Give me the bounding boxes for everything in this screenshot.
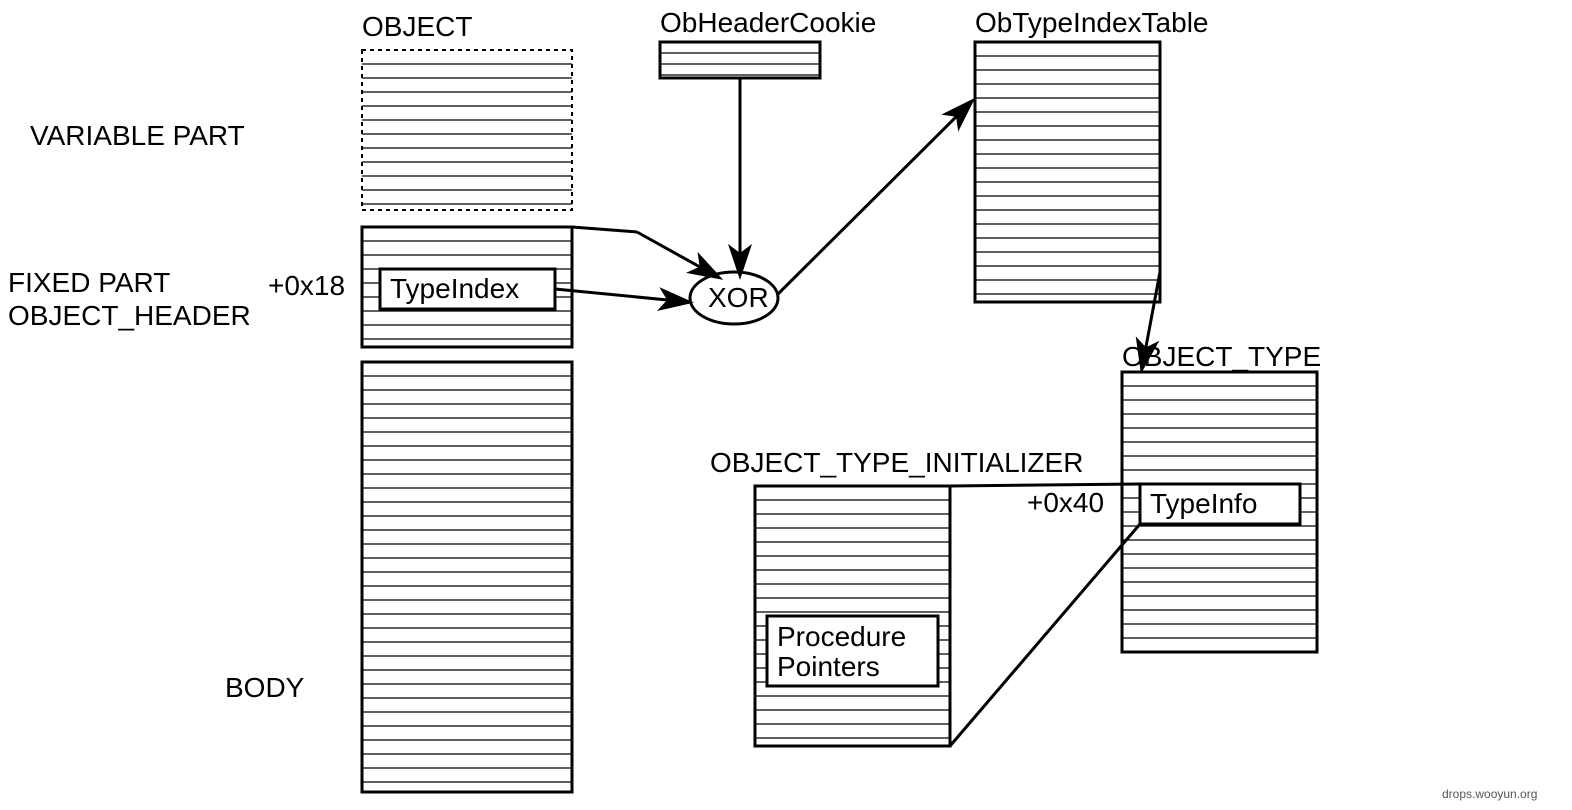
typeindex-to-xor-arrow xyxy=(555,289,688,302)
object-label: OBJECT xyxy=(362,11,472,42)
typeinfo-to-init-top xyxy=(950,484,1140,486)
obtypeindextable-box xyxy=(975,42,1160,302)
fixed-part-label: FIXED PART xyxy=(8,267,170,298)
variable-part-box xyxy=(362,50,572,210)
obheadercookie-box xyxy=(660,42,820,78)
typeindex-field-label: TypeIndex xyxy=(390,273,519,304)
obtypeindextable-label: ObTypeIndexTable xyxy=(975,7,1209,38)
procedure-pointers-label-l1: Procedure xyxy=(777,621,906,652)
body-box xyxy=(362,362,572,792)
object-type-label: OBJECT_TYPE xyxy=(1122,341,1321,372)
offset-typeindex-label: +0x18 xyxy=(268,270,345,301)
typeinfo-to-init-bottom xyxy=(950,524,1140,746)
xor-label: XOR xyxy=(708,282,769,313)
xor-to-table-arrow xyxy=(778,102,971,294)
typeinfo-field-label: TypeInfo xyxy=(1150,488,1257,519)
addr-to-xor-arrow xyxy=(637,232,718,277)
watermark: drops.wooyun.org xyxy=(1442,787,1537,801)
procedure-pointers-label-l2: Pointers xyxy=(777,651,880,682)
addr-arrow-seg xyxy=(572,227,637,232)
object-header-label: OBJECT_HEADER xyxy=(8,300,251,331)
object-type-initializer-label: OBJECT_TYPE_INITIALIZER xyxy=(710,447,1083,478)
variable-part-label: VARIABLE PART xyxy=(30,120,245,151)
offset-typeinfo-label: +0x40 xyxy=(1027,487,1104,518)
body-label: BODY xyxy=(225,672,305,703)
obheadercookie-label: ObHeaderCookie xyxy=(660,7,876,38)
